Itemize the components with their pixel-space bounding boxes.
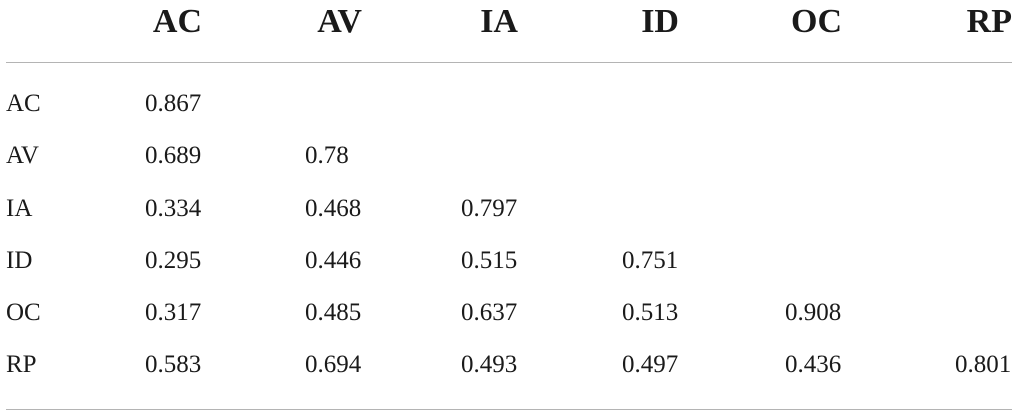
table-cell: 0.694 <box>305 351 362 378</box>
row-label-ac: AC <box>6 90 41 117</box>
table-cell: 0.493 <box>461 351 518 378</box>
column-header-ac: AC <box>152 3 202 40</box>
column-header-ia: IA <box>480 3 518 40</box>
table-cell: 0.317 <box>145 299 202 326</box>
header-rule <box>6 62 1012 63</box>
correlation-table: AC AV IA ID OC RP AC 0.867 AV 0.689 0.78 IA 0.334 0.4… <box>6 0 1012 416</box>
column-header-oc: OC <box>791 3 842 40</box>
table-cell: 0.637 <box>461 299 518 326</box>
table-cell: 0.751 <box>622 247 679 274</box>
row-label-oc: OC <box>6 299 41 326</box>
table-cell: 0.867 <box>145 90 202 117</box>
column-header-rp: RP <box>966 3 1012 40</box>
row-label-ia: IA <box>6 195 33 222</box>
column-header-av: AV <box>317 3 362 40</box>
row-label-av: AV <box>6 142 39 169</box>
table-cell: 0.515 <box>461 247 518 274</box>
table-cell: 0.295 <box>145 247 202 274</box>
table-cell: 0.513 <box>622 299 679 326</box>
table-cell: 0.78 <box>305 142 349 169</box>
row-label-id: ID <box>6 247 33 274</box>
bottom-rule <box>6 409 1012 410</box>
table-cell: 0.797 <box>461 195 518 222</box>
table-cell: 0.583 <box>145 351 202 378</box>
row-label-rp: RP <box>6 351 37 378</box>
table-cell: 0.446 <box>305 247 362 274</box>
column-header-id: ID <box>641 3 679 40</box>
table-cell: 0.334 <box>145 195 202 222</box>
table-cell: 0.436 <box>785 351 842 378</box>
table-cell: 0.497 <box>622 351 679 378</box>
table-cell: 0.485 <box>305 299 362 326</box>
table-cell: 0.801 <box>955 351 1012 378</box>
table-cell: 0.908 <box>785 299 842 326</box>
table-cell: 0.468 <box>305 195 362 222</box>
table-cell: 0.689 <box>145 142 202 169</box>
